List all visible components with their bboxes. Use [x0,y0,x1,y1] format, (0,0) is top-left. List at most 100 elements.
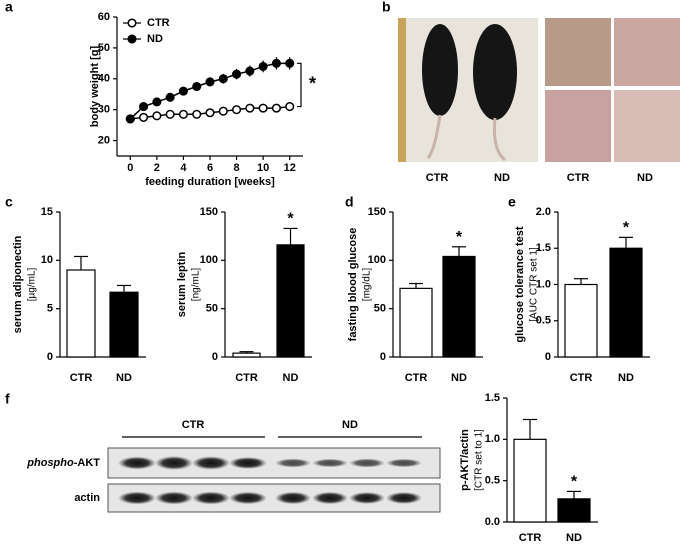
y-tick-label: 20 [98,134,110,146]
tissue-photo [545,18,611,86]
x-tick-label: 6 [207,162,213,174]
band [312,458,348,468]
x-tick-label: CTR [405,372,428,384]
group-label: ND [342,419,358,431]
marker [165,109,175,119]
marker [232,69,242,79]
band [275,458,311,468]
row-label-plain: -AKT [74,457,101,469]
x-tick-label: 8 [234,162,240,174]
significance: * [571,474,578,491]
bar [232,352,261,358]
band [118,456,156,470]
band [386,492,422,504]
significance: * [309,74,316,94]
marker [178,86,188,96]
marker [152,97,162,107]
legend-marker [127,18,137,28]
y-axis-label: p-AKT/actin [459,429,471,491]
tissue-photo [545,90,611,162]
significance: * [456,229,463,246]
bar [557,498,591,523]
bar [609,247,643,358]
y-tick-label: 0 [47,351,53,363]
y-axis-label: fasting blood glucose [347,228,359,342]
band [312,491,348,505]
y-tick-label: 0.5 [536,315,551,327]
band [192,456,230,470]
marker [245,66,255,76]
y-tick-label: 1.5 [536,242,551,254]
legend-label: ND [147,33,163,45]
marker [178,109,188,119]
x-tick-label: ND [283,372,299,384]
band [349,458,385,468]
x-tick-label: 0 [127,162,133,174]
marker [218,74,228,84]
x-tick-label: CTR [235,372,258,384]
marker [271,103,281,113]
x-axis-label: feeding duration [weeks] [145,176,275,188]
bar [66,269,96,358]
legend-marker [127,34,137,44]
y-tick-label: 1.0 [536,278,551,290]
marker [205,77,215,87]
marker [125,114,135,124]
y-tick-label: 60 [98,11,110,23]
y-tick-label: 1.0 [485,433,500,445]
x-tick-label: CTR [570,372,593,384]
y-axis-unit: [AUC CTR set 1] [529,247,540,322]
photo-label: ND [637,172,653,184]
significance-bracket [297,62,302,108]
y-tick-label: 50 [206,303,218,315]
y-tick-label: 100 [200,254,218,266]
y-tick-label: 0 [212,351,218,363]
y-axis-unit: [µg/mL] [27,268,38,302]
y-tick-label: 100 [368,254,386,266]
marker [152,111,162,121]
band [192,491,230,505]
panel-letter: d [345,194,354,210]
panel-letter: a [5,0,13,15]
y-tick-label: 5 [47,303,53,315]
marker [232,105,242,115]
photo-label: CTR [567,172,590,184]
marker [192,81,202,92]
photo-label: CTR [426,172,449,184]
y-tick-label: 150 [200,206,218,218]
x-tick-label: ND [451,372,467,384]
marker [139,102,149,112]
y-axis-unit: [ng/mL] [191,268,202,302]
x-tick-label: CTR [519,532,542,544]
significance: * [623,220,630,237]
significance: * [287,211,294,228]
x-tick-label: 4 [180,162,187,174]
marker [258,61,268,71]
tissue-photo [614,18,680,86]
row-label-italic: phospho [26,457,74,469]
y-axis-label: glucose tolerance test [514,226,526,342]
row-label: phospho-AKT [26,457,100,469]
y-tick-label: 0.5 [485,475,500,487]
y-axis-label: serum adiponectin [12,235,24,333]
y-tick-label: 50 [374,303,386,315]
band [118,491,156,505]
band [229,491,267,505]
panel-letter: e [508,194,516,210]
y-tick-label: 1.5 [485,392,500,404]
marker [258,103,268,113]
bar [442,255,476,358]
y-tick-label: 40 [98,73,110,85]
row-label: actin [74,492,100,504]
marker [192,109,202,119]
panel-letter: b [382,0,391,15]
y-tick-label: 10 [41,254,53,266]
y-tick-label: 0 [545,351,551,363]
bar [564,283,598,358]
marker [205,108,215,118]
x-tick-label: 12 [284,162,296,174]
tail [426,114,507,162]
bar [109,291,139,358]
y-tick-label: 150 [368,206,386,218]
